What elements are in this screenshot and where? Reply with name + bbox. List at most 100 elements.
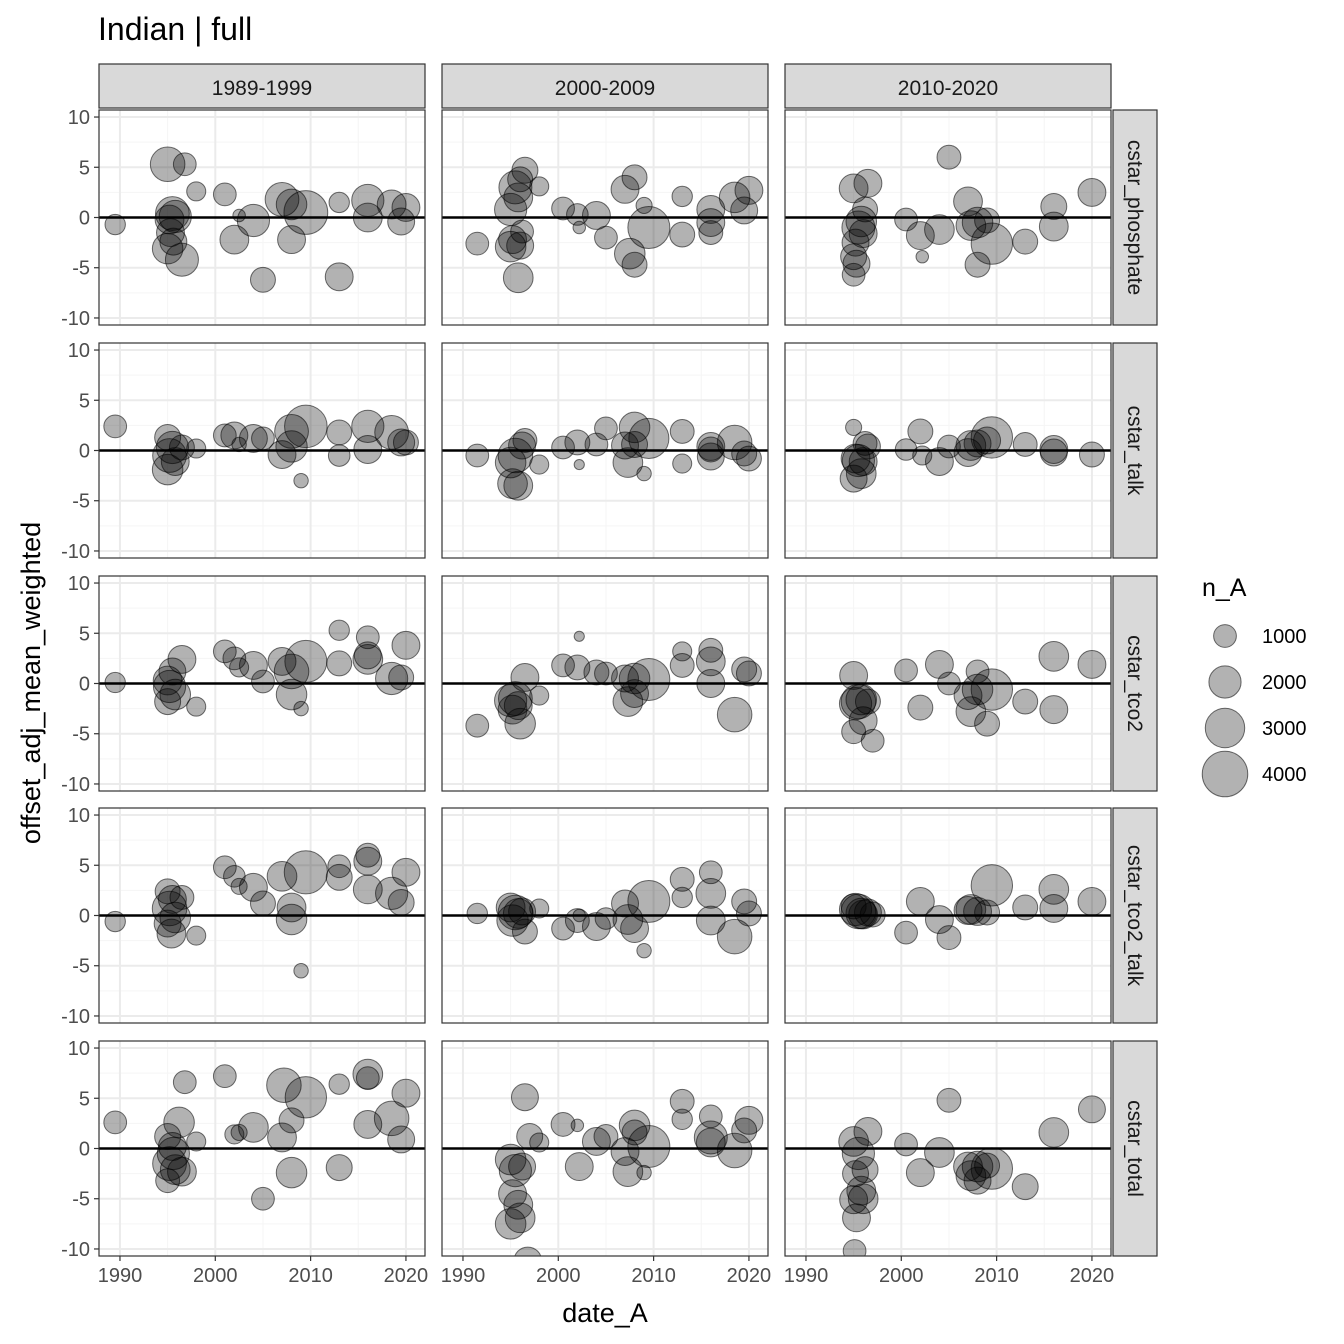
point-group [466,860,762,959]
data-point [718,181,751,214]
data-point [278,1107,305,1134]
legend-key-label: 1000 [1262,626,1307,648]
data-point [593,1124,619,1149]
point-group [104,619,421,717]
y-tick-label: -10 [61,308,90,330]
data-point [564,429,591,456]
data-point [327,444,351,467]
data-point [716,696,753,733]
data-point [498,1179,527,1209]
point-group [103,404,419,489]
data-point [915,249,929,264]
data-point [353,435,383,464]
data-point [620,679,649,708]
data-point [510,1083,539,1112]
data-point [698,860,723,885]
data-point [839,661,869,690]
data-point [151,453,184,486]
data-point [497,437,534,474]
data-point [1039,435,1069,464]
panel-border [784,1040,1112,1257]
panel-border [784,109,1112,326]
data-point [731,656,758,683]
size-legend: n_A 1000 2000 3000 4000 [1201,574,1307,798]
data-point [912,445,933,466]
panel-border [441,575,769,792]
data-point [581,201,611,230]
point-group [104,146,421,293]
data-point [1038,1117,1070,1148]
data-point [149,146,186,183]
data-point [466,902,488,925]
x-tick-label: 1990 [98,1265,143,1287]
data-point [1039,695,1069,725]
data-point [550,1111,576,1137]
data-point [924,649,954,679]
data-point [924,447,954,476]
data-point [251,1186,275,1211]
data-point [970,668,1014,711]
data-point [696,208,726,237]
x-tick-label: 2020 [1070,1265,1115,1287]
row-strip [1112,807,1158,1024]
data-point [514,1246,542,1256]
data-point [731,1117,758,1144]
data-point [507,166,534,193]
data-point [328,1073,350,1095]
data-point [387,1125,416,1154]
data-point [845,418,863,436]
data-point [266,1067,302,1103]
legend-key-label: 2000 [1262,672,1307,694]
data-point [186,925,207,946]
data-point [159,678,192,711]
data-point [734,1105,764,1135]
data-point [103,414,128,439]
y-tick-label: -5 [72,956,90,978]
data-point [387,888,415,916]
data-point [222,646,247,671]
data-point [735,660,762,687]
data-point [894,438,918,461]
data-point [159,227,188,256]
legend-key-background [1204,615,1246,657]
data-point [583,659,610,686]
data-point [266,860,298,892]
data-point [504,707,536,740]
data-point [103,1110,128,1135]
point-group [839,416,1105,493]
data-point [186,438,207,459]
data-point [494,1208,527,1240]
data-point [156,1136,190,1171]
data-point [326,650,353,677]
y-tick-label: 5 [79,1088,90,1110]
data-point [104,910,126,933]
data-point [355,842,381,868]
data-point [572,220,586,235]
data-point [1040,192,1068,220]
data-point [276,892,307,923]
data-point [894,1132,918,1157]
point-group [494,1083,764,1256]
data-point [845,683,878,716]
data-point [212,855,237,880]
data-point [564,1152,594,1182]
point-group [465,411,762,501]
panel-border [441,807,769,1024]
data-point [628,417,670,459]
x-tick-label: 2000 [193,1265,238,1287]
data-point [504,1202,536,1234]
data-point [529,454,550,475]
y-tick-label: 0 [79,906,90,928]
data-point [498,170,533,205]
data-point [936,925,962,951]
data-point [465,443,490,468]
data-point [695,905,726,936]
data-point [669,1088,695,1114]
legend-title: n_A [1202,574,1247,602]
data-point [621,251,648,278]
data-point [510,663,540,692]
data-point [839,464,868,493]
data-point [186,1131,207,1152]
data-point [529,685,550,706]
data-point [327,854,352,879]
